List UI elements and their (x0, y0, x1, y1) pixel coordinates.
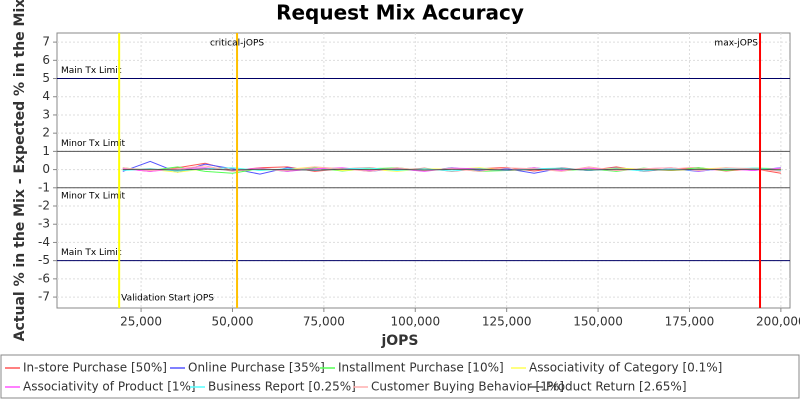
limit-label: Main Tx Limit (61, 248, 122, 258)
y-tick-label: -7 (38, 290, 50, 304)
x-tick-label: 25,000 (120, 315, 162, 329)
y-tick-label: -2 (38, 199, 50, 213)
series-line (122, 168, 781, 171)
legend-label: Online Purchase [35%] (188, 361, 325, 375)
x-tick-label: 50,000 (211, 315, 253, 329)
y-tick-label: 5 (42, 71, 50, 85)
y-tick-label: 4 (42, 89, 50, 103)
limit-label: Minor Tx Limit (61, 191, 126, 201)
y-axis-label: Actual % in the Mix - Expected % in the … (12, 0, 28, 341)
x-axis-label: jOPS (380, 333, 418, 349)
y-tick-label: 2 (42, 126, 50, 140)
y-tick-label: 3 (42, 107, 50, 121)
y-tick-label: -3 (38, 217, 50, 231)
x-tick-label: 125,000 (482, 315, 532, 329)
limit-label: Minor Tx Limit (61, 139, 126, 149)
series-line (122, 167, 781, 172)
y-tick-label: -6 (38, 271, 50, 285)
x-tick-label: 175,000 (665, 315, 715, 329)
series-line (122, 165, 781, 172)
x-tick-label: 75,000 (303, 315, 345, 329)
legend-label: Business Report [0.25%] (208, 380, 356, 394)
legend-label: Associativity of Product [1%] (23, 380, 196, 394)
x-tick-label: 150,000 (573, 315, 623, 329)
y-tick-label: 0 (42, 162, 50, 176)
y-tick-label: -5 (38, 253, 50, 267)
marker-label: max-jOPS (714, 39, 758, 49)
legend-label: In-store Purchase [50%] (23, 361, 167, 375)
legend-label: Customer Buying Behavior [1%] (371, 380, 564, 394)
limit-label: Main Tx Limit (61, 66, 122, 76)
y-tick-label: 6 (42, 53, 50, 67)
y-tick-label: 7 (42, 35, 50, 49)
marker-label: Validation Start jOPS (121, 294, 214, 304)
legend (0, 354, 800, 399)
chart-title: Request Mix Accuracy (276, 1, 524, 25)
y-tick-label: 1 (42, 144, 50, 158)
y-tick-label: -1 (38, 180, 50, 194)
y-tick-label: -4 (38, 235, 50, 249)
x-tick-label: 200,000 (756, 315, 800, 329)
legend-label: Associativity of Category [0.1%] (529, 361, 722, 375)
marker-label: critical-jOPS (210, 39, 264, 49)
legend-label: Product Return [2.65%] (546, 380, 687, 394)
legend-label: Installment Purchase [10%] (338, 361, 504, 375)
x-tick-label: 100,000 (390, 315, 440, 329)
